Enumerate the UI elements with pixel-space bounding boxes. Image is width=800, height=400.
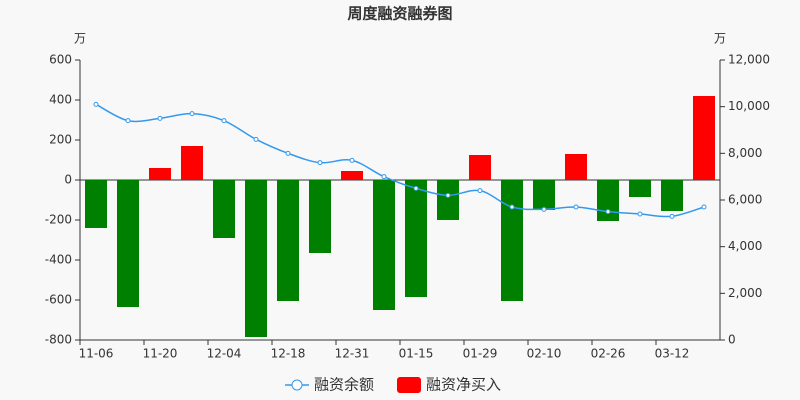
y2-tick-label: 10,000 — [728, 99, 770, 113]
legend-label: 融资余额 — [314, 376, 374, 394]
bar — [629, 180, 651, 197]
x-tick-label: 03-12 — [655, 347, 690, 361]
line — [95, 103, 705, 218]
line-point — [413, 185, 419, 191]
line-point — [669, 213, 675, 219]
line-point — [381, 174, 387, 180]
y-tick-label: -600 — [45, 293, 72, 307]
line-point — [221, 118, 227, 124]
x-tick-label: 12-18 — [271, 347, 306, 361]
line-point — [573, 204, 579, 210]
line-point — [477, 188, 483, 194]
legend-label: 融资净买入 — [426, 376, 501, 394]
y2-tick-label: 0 — [728, 333, 736, 347]
line-point — [125, 118, 131, 124]
y2-unit: 万 — [714, 32, 726, 46]
line-point — [253, 136, 259, 142]
bar — [181, 146, 203, 180]
bar — [693, 96, 715, 180]
bar — [149, 168, 171, 180]
y2-tick-label: 12,000 — [728, 53, 770, 67]
line-point — [541, 206, 547, 212]
y-tick-label: -400 — [45, 253, 72, 267]
y2-tick-label: 4,000 — [728, 239, 762, 253]
bar — [533, 180, 555, 210]
y-unit: 万 — [74, 32, 86, 46]
y-tick-label: 400 — [49, 93, 72, 107]
bar — [405, 180, 427, 297]
y2-tick-label: 2,000 — [728, 286, 762, 300]
bar — [661, 180, 683, 211]
bar — [565, 154, 587, 180]
chart-title: 周度融资融券图 — [347, 5, 452, 23]
bar — [213, 180, 235, 238]
bar — [85, 180, 107, 228]
y-tick-label: -200 — [45, 213, 72, 227]
x-tick-label: 11-20 — [143, 347, 178, 361]
bar — [597, 180, 619, 221]
y-tick-label: 200 — [49, 133, 72, 147]
line-point — [509, 204, 515, 210]
x-tick-label: 01-29 — [463, 347, 498, 361]
y-tick-label: -800 — [45, 333, 72, 347]
bar — [309, 180, 331, 253]
line-point — [637, 211, 643, 217]
x-tick-label: 02-26 — [591, 347, 626, 361]
bar — [245, 180, 267, 337]
x-tick-label: 01-15 — [399, 347, 434, 361]
legend-swatch — [397, 377, 421, 393]
bar — [373, 180, 395, 310]
y-tick-label: 0 — [64, 173, 72, 187]
x-tick-label: 11-06 — [79, 347, 114, 361]
y-tick-label: 600 — [49, 53, 72, 67]
line-point — [317, 160, 323, 166]
legend-marker — [291, 379, 303, 391]
x-tick-label: 02-10 — [527, 347, 562, 361]
bar — [277, 180, 299, 301]
bar — [501, 180, 523, 301]
line-point — [157, 115, 163, 121]
x-tick-label: 12-04 — [207, 347, 242, 361]
line-point — [701, 204, 707, 210]
x-tick-label: 12-31 — [335, 347, 370, 361]
y2-tick-label: 6,000 — [728, 193, 762, 207]
line-point — [445, 192, 451, 198]
line-point — [189, 111, 195, 117]
y2-tick-label: 8,000 — [728, 146, 762, 160]
bar — [341, 171, 363, 180]
bar — [117, 180, 139, 307]
line-point — [93, 101, 99, 107]
line-point — [349, 157, 355, 163]
bar — [437, 180, 459, 220]
bar — [469, 155, 491, 180]
line-point — [605, 209, 611, 215]
line-point — [285, 150, 291, 156]
